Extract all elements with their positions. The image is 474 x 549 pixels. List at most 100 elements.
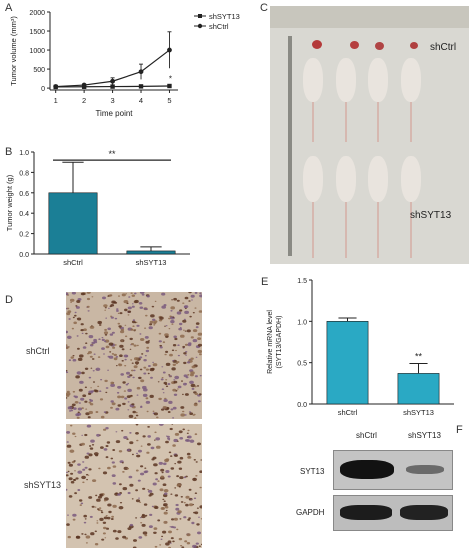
cell-nucleus — [93, 389, 97, 392]
cell-nucleus — [143, 503, 148, 506]
cell-nucleus — [134, 299, 139, 304]
ihc-label-shctrl: shCtrl — [26, 346, 50, 356]
cell-nucleus — [148, 365, 151, 367]
cell-nucleus — [98, 467, 101, 470]
cell-nucleus — [161, 535, 164, 538]
cell-nucleus — [177, 510, 182, 514]
cell-nucleus — [193, 497, 197, 500]
tumor-weight-bar-chart: 0.0 0.2 0.4 0.6 0.8 1.0 shCtrl shSYT13 Tumor wei… — [5, 149, 190, 267]
cell-nucleus — [94, 506, 97, 508]
cell-nucleus — [126, 448, 131, 452]
cell-nucleus — [166, 435, 168, 437]
y-tick-label-2: 1000 — [29, 48, 45, 55]
cell-nucleus — [83, 328, 87, 331]
cell-nucleus — [125, 293, 127, 295]
cell-nucleus — [104, 328, 107, 331]
cell-nucleus — [110, 400, 114, 403]
cell-nucleus — [135, 489, 138, 492]
cell-nucleus — [86, 479, 88, 481]
cell-nucleus — [143, 366, 147, 369]
cell-nucleus — [93, 353, 96, 355]
cell-nucleus — [152, 482, 157, 486]
point-1-2 — [110, 78, 115, 84]
cell-nucleus — [177, 388, 179, 390]
cell-nucleus — [177, 354, 180, 357]
cell-nucleus — [70, 301, 72, 303]
cell-nucleus — [141, 515, 146, 519]
x-tick-label-shSYT13: shSYT13 — [403, 408, 434, 417]
cell-nucleus — [99, 390, 102, 392]
cell-nucleus — [73, 321, 77, 325]
cell-nucleus — [138, 449, 142, 453]
cell-nucleus — [79, 354, 84, 358]
cell-nucleus — [115, 440, 121, 444]
blot-band-gapdh — [333, 495, 453, 531]
cell-nucleus — [97, 356, 101, 358]
cell-nucleus — [74, 470, 76, 472]
cell-nucleus — [154, 439, 156, 441]
cell-nucleus — [67, 310, 72, 313]
cell-nucleus — [172, 388, 177, 392]
cell-nucleus — [150, 376, 153, 379]
point-1-4 — [167, 47, 172, 53]
cell-nucleus — [146, 295, 150, 298]
cell-nucleus — [164, 383, 168, 386]
y-tick-label-3: 1500 — [29, 29, 45, 36]
cell-nucleus — [98, 495, 102, 499]
cell-nucleus — [88, 496, 93, 499]
cell-nucleus — [94, 543, 99, 546]
cell-nucleus — [101, 337, 104, 339]
x-tick-label-2: 3 — [110, 96, 114, 105]
cell-nucleus — [70, 424, 73, 427]
point-1-0 — [53, 84, 59, 89]
cell-nucleus — [177, 344, 180, 346]
cell-nucleus — [154, 472, 158, 475]
cell-nucleus — [74, 311, 77, 314]
cell-nucleus — [101, 538, 105, 541]
cell-nucleus — [184, 330, 187, 332]
x-tick-label-1: 2 — [82, 96, 86, 105]
cell-nucleus — [199, 353, 202, 356]
cell-nucleus — [179, 456, 184, 460]
bar-shSYT13 — [397, 373, 440, 405]
cell-nucleus — [183, 516, 187, 519]
cell-nucleus — [135, 432, 139, 435]
cell-nucleus — [147, 372, 150, 375]
cell-nucleus — [77, 407, 83, 411]
y-axis-label: Tumor weight (g) — [5, 174, 14, 231]
cell-nucleus — [140, 522, 143, 524]
cell-nucleus — [155, 437, 160, 441]
cell-nucleus — [139, 306, 144, 309]
significance-mark: ** — [415, 351, 423, 361]
cell-nucleus — [188, 292, 192, 294]
cell-nucleus — [168, 439, 171, 441]
cell-nucleus — [120, 395, 125, 399]
cell-nucleus — [112, 465, 117, 468]
cell-nucleus — [66, 307, 70, 310]
cell-nucleus — [170, 320, 175, 324]
cell-nucleus — [96, 520, 99, 522]
cell-nucleus — [66, 474, 69, 477]
cell-nucleus — [199, 470, 202, 473]
cell-nucleus — [188, 300, 191, 302]
cell-nucleus — [66, 488, 68, 491]
cell-nucleus — [126, 302, 129, 304]
cell-nucleus — [199, 505, 202, 509]
cell-nucleus — [169, 427, 173, 431]
cell-nucleus — [119, 327, 121, 329]
cell-nucleus — [118, 363, 123, 367]
panel-label-a: A — [5, 2, 13, 14]
cell-nucleus — [96, 498, 101, 502]
cell-nucleus — [127, 314, 130, 316]
cell-nucleus — [190, 499, 193, 501]
cell-nucleus — [124, 308, 128, 312]
cell-nucleus — [185, 354, 187, 356]
x-axis-label: Time point — [95, 109, 133, 118]
cell-nucleus — [131, 305, 135, 308]
cell-nucleus — [67, 535, 71, 539]
cell-nucleus — [88, 351, 92, 354]
cell-nucleus — [104, 307, 107, 309]
cell-nucleus — [71, 292, 76, 295]
cell-nucleus — [194, 375, 198, 378]
cell-nucleus — [88, 335, 94, 339]
